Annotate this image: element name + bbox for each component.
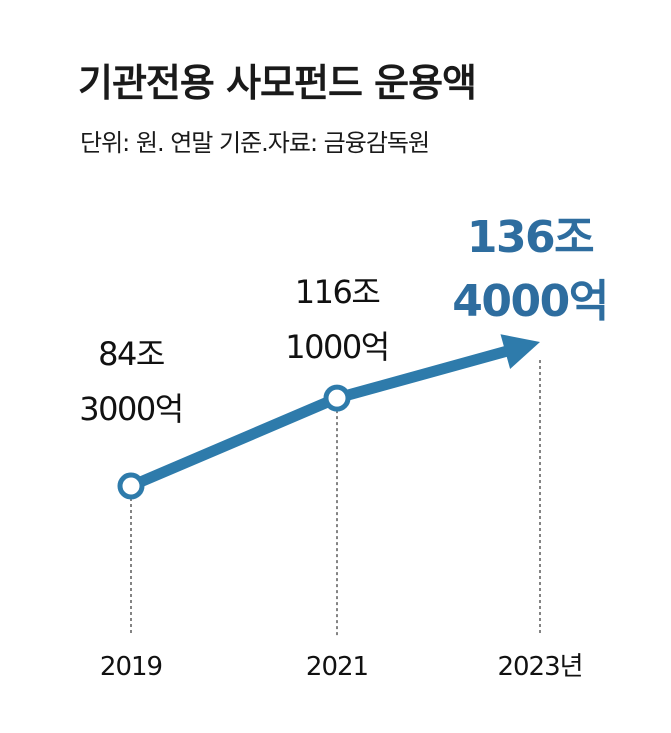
data-point-2019 [117, 472, 145, 500]
x-tick-labels: 2019 2021 2023년 [100, 652, 584, 682]
data-points [117, 384, 351, 500]
data-label-2021-1: 116조 [295, 273, 380, 311]
data-label-2019-2: 3000억 [79, 390, 182, 428]
x-tick-2019: 2019 [100, 652, 162, 682]
series-path [125, 346, 511, 492]
guide-lines [130, 360, 541, 636]
data-label-2023년-1: 136조 [467, 212, 593, 263]
data-label-2023년-2: 4000억 [452, 276, 607, 327]
chart-subtitle: 단위: 원. 연말 기준.자료: 금융감독원 [80, 129, 430, 157]
chart-title: 기관전용 사모펀드 운용액 [78, 61, 477, 105]
arrowhead-marker [500, 334, 540, 369]
data-label-2021-2: 1000억 [285, 328, 388, 366]
x-tick-2021: 2021 [306, 652, 368, 682]
data-label-2019-1: 84조 [98, 335, 164, 373]
x-tick-2023년: 2023년 [497, 652, 582, 682]
data-labels: 84조 3000억 116조 1000억 136조 4000억 [79, 212, 609, 428]
data-point-2021 [323, 384, 351, 412]
